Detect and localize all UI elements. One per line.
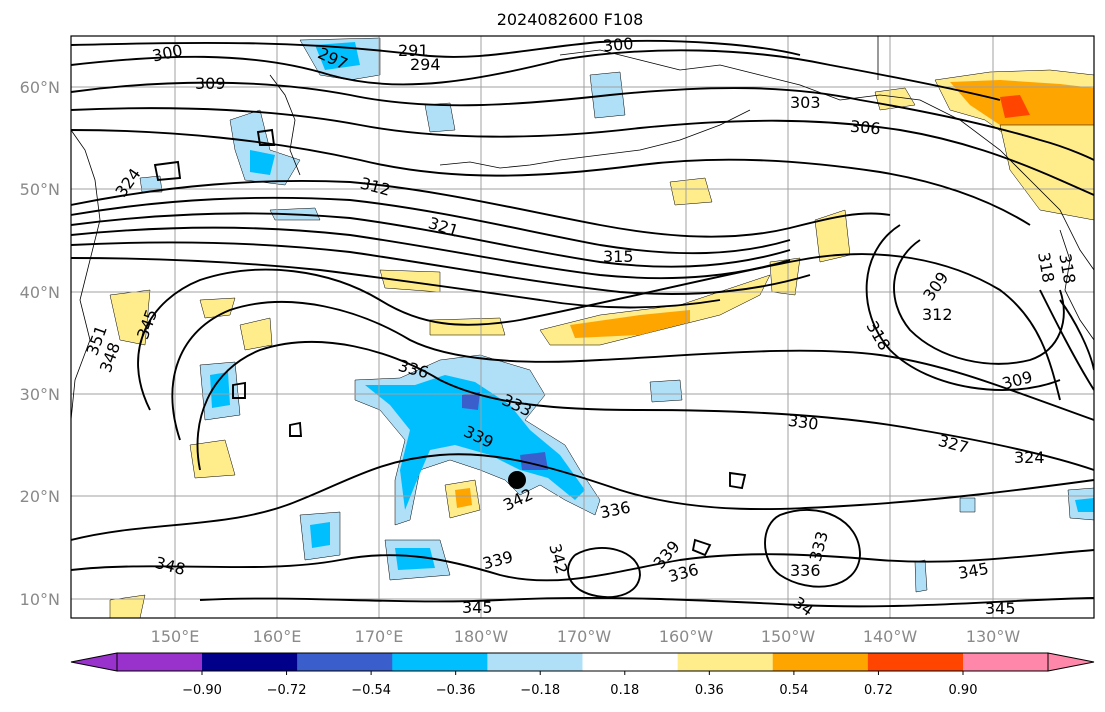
- lon-tick-label: 160°W: [659, 627, 714, 646]
- filled-anomaly-layer: [109, 37, 1094, 618]
- contour-label: 303: [790, 93, 821, 112]
- colorbar-segment: [297, 653, 393, 671]
- lat-tick-labels: 60°N 50°N 40°N 30°N 20°N 10°N: [20, 78, 60, 609]
- lat-tick-label: 50°N: [20, 180, 60, 199]
- colorbar-segment: [392, 653, 488, 671]
- coastlines: [71, 36, 1094, 421]
- colorbar-tick-label: −0.18: [520, 683, 560, 698]
- lat-tick-label: 60°N: [20, 78, 60, 97]
- colorbar: −0.90 −0.72 −0.54 −0.36 −0.18 0.18 0.36 0.54 0.7…: [70, 652, 1095, 698]
- colorbar-segment: [487, 653, 583, 671]
- colorbar-tick-label: 0.18: [610, 683, 639, 698]
- lon-tick-label: 160°E: [253, 627, 302, 646]
- lon-tick-label: 130°W: [966, 627, 1021, 646]
- colorbar-extend-high: [1047, 652, 1095, 672]
- colorbar-tick-label: 0.54: [779, 683, 808, 698]
- contour-label: 312: [922, 305, 953, 324]
- contour-label: 309: [195, 74, 226, 93]
- contour-label: 345: [985, 599, 1016, 618]
- contour-label: 294: [410, 55, 441, 74]
- colorbar-tick-label: 0.72: [864, 683, 893, 698]
- contour-label: 324: [1014, 448, 1045, 467]
- contour-label: 306: [849, 117, 881, 139]
- contour-label: 300: [602, 34, 634, 56]
- colorbar-tick-label: −0.36: [436, 683, 476, 698]
- lat-tick-label: 10°N: [20, 590, 60, 609]
- contour-label: 291: [398, 41, 429, 60]
- colorbar-tick-label: −0.54: [351, 683, 391, 698]
- lat-tick-label: 30°N: [20, 385, 60, 404]
- colorbar-segment: [582, 653, 679, 671]
- colorbar-segment: [867, 653, 964, 671]
- lat-tick-label: 40°N: [20, 283, 60, 302]
- lon-tick-label: 140°W: [863, 627, 918, 646]
- colorbar-tick-label: −0.90: [182, 683, 222, 698]
- lon-tick-label: 150°E: [151, 627, 200, 646]
- lat-tick-label: 20°N: [20, 487, 60, 506]
- contour-label: 345: [462, 598, 493, 617]
- chart-title: 2024082600 F108: [496, 10, 644, 29]
- lon-tick-label: 170°W: [557, 627, 612, 646]
- lon-tick-label: 170°E: [355, 627, 404, 646]
- colorbar-segment: [963, 653, 1048, 671]
- colorbar-outline: [116, 652, 1049, 672]
- theta-contours: [71, 39, 1094, 608]
- colorbar-extend-low: [70, 652, 118, 672]
- colorbar-tick-label: −0.72: [267, 683, 307, 698]
- lon-tick-label: 180°W: [454, 627, 509, 646]
- colorbar-segment: [202, 653, 298, 671]
- lon-tick-label: 150°W: [761, 627, 816, 646]
- map-frame: [70, 35, 1095, 619]
- contour-label: 330: [787, 411, 820, 434]
- colorbar-segment: [117, 653, 202, 671]
- map-area: 300 297 291 294 300 309 303 306 324 312 …: [71, 34, 1094, 618]
- storm-center-marker: [508, 471, 526, 489]
- contour-label: 336: [790, 561, 821, 580]
- colorbar-segment: [772, 653, 869, 671]
- colorbar-segment: [677, 653, 774, 671]
- lon-tick-labels: 150°E 160°E 170°E 180°W 170°W 160°W 150°…: [151, 627, 1021, 646]
- colorbar-tick-label: 0.36: [695, 683, 724, 698]
- colorbar-tick-label: 0.90: [949, 683, 978, 698]
- contour-label: 315: [603, 247, 634, 266]
